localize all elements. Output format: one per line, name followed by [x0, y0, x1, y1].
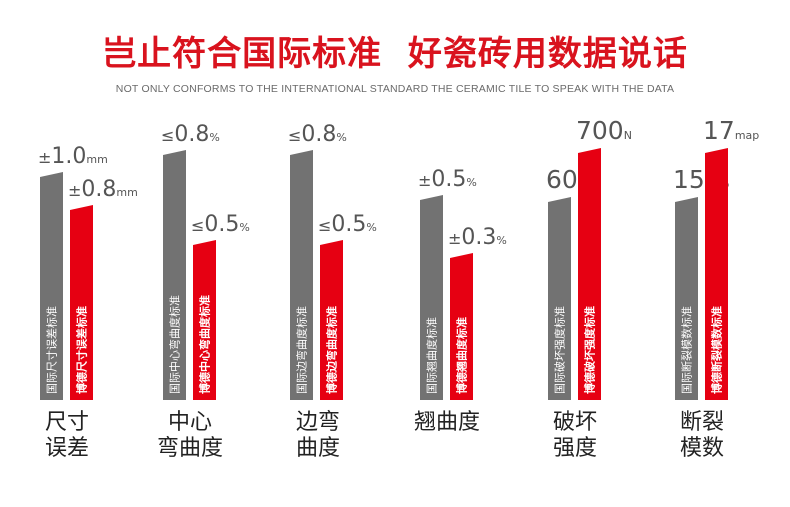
category-label-line: 误差: [44, 436, 89, 461]
bar-label-brand-3: 博德翘曲度标准: [455, 317, 469, 394]
bar-label-standard-0: 国际尺寸误差标准: [45, 306, 59, 394]
value-label-standard-3: ±0.5%: [418, 167, 477, 192]
value-label-standard-0: ±1.0mm: [38, 144, 108, 169]
value-label-standard-2: ≤0.8%: [288, 122, 347, 147]
value-label-brand-1: ≤0.5%: [191, 212, 250, 237]
category-label-line: 中心: [167, 410, 212, 435]
page-subtitle: NOT ONLY CONFORMS TO THE INTERNATIONAL S…: [115, 83, 675, 95]
bar-label-standard-3: 国际翘曲度标准: [425, 317, 439, 394]
bar-standard-1: [163, 150, 186, 400]
bar-standard-5: [675, 197, 698, 400]
bar-label-standard-5: 国际断裂模数标准: [680, 306, 694, 394]
bar-standard-0: [40, 172, 63, 400]
page-title: 岂止符合国际标准 好瓷砖用数据说话: [102, 34, 688, 74]
bar-label-brand-5: 博德断裂模数标准: [710, 306, 724, 394]
bar-label-brand-0: 博德尺寸误差标准: [75, 306, 89, 394]
bar-label-standard-2: 国际边弯曲度标准: [295, 306, 309, 394]
category-label-line: 弯曲度: [156, 436, 223, 461]
value-label-standard-1: ≤0.8%: [161, 122, 220, 147]
category-label-line: 翘曲度: [413, 410, 480, 435]
category-label: 破坏 强度: [525, 410, 625, 462]
category-label-line: 边弯: [295, 410, 340, 435]
bar-label-standard-1: 国际中心弯曲度标准: [168, 295, 182, 394]
bar-label-brand-4: 博德破坏强度标准: [583, 306, 597, 394]
category-label: 中心 弯曲度: [140, 410, 240, 462]
value-label-brand-0: ±0.8mm: [68, 177, 138, 202]
category-label: 边弯 曲度: [268, 410, 368, 462]
bar-brand-5: [705, 148, 728, 400]
category-label: 翘曲度: [397, 410, 497, 436]
bar-standard-3: [420, 195, 443, 400]
value-label-brand-2: ≤0.5%: [318, 212, 377, 237]
category-label: 尺寸 误差: [17, 410, 117, 462]
category-label-line: 尺寸: [44, 410, 89, 435]
value-label-brand-5: 17map: [703, 116, 759, 145]
bar-label-brand-2: 博德边弯曲度标准: [325, 306, 339, 394]
bar-label-brand-1: 博德中心弯曲度标准: [198, 295, 212, 394]
category-label: 断裂 模数: [652, 410, 752, 462]
bar-standard-2: [290, 150, 313, 400]
value-label-brand-3: ±0.3%: [448, 225, 507, 250]
bar-label-standard-4: 国际破坏强度标准: [553, 306, 567, 394]
bar-brand-4: [578, 148, 601, 400]
bar-brand-2: [320, 240, 343, 400]
category-label-line: 模数: [679, 436, 724, 461]
bar-brand-3: [450, 253, 473, 400]
bar-brand-0: [70, 205, 93, 400]
bar-standard-4: [548, 197, 571, 400]
value-label-brand-4: 700N: [576, 116, 632, 145]
category-label-line: 破坏: [552, 410, 597, 435]
category-label-line: 强度: [552, 436, 597, 461]
bar-brand-1: [193, 240, 216, 400]
category-label-line: 曲度: [295, 436, 340, 461]
category-label-line: 断裂: [679, 410, 724, 435]
